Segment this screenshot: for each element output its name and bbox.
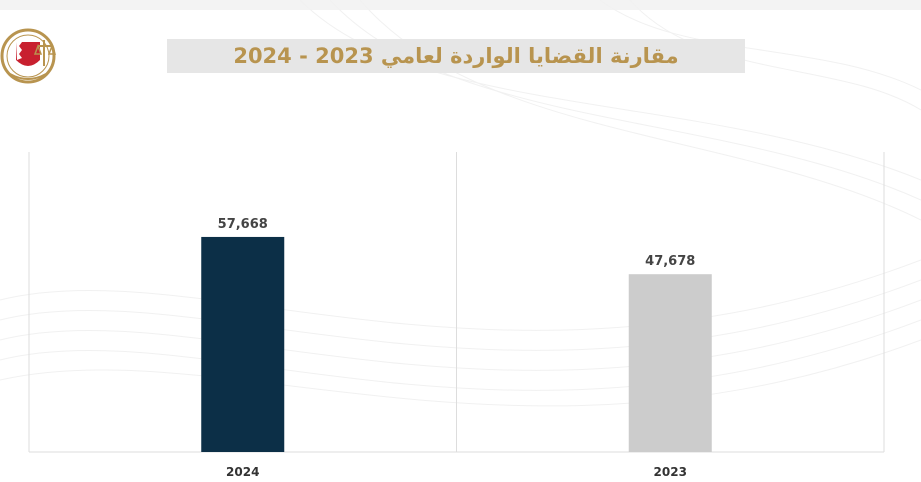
chart-frame (28, 152, 885, 453)
chart-labels: 57,668 2024 47,678 2023 (218, 217, 696, 479)
data-label-2023: 47,678 (645, 254, 695, 269)
emblem-icon (0, 28, 57, 84)
top-strip (0, 0, 921, 10)
bar-2024 (201, 236, 285, 452)
title-banner: مقارنة القضايا الواردة لعامي 2023 - 2024 (167, 39, 745, 73)
page-title: مقارنة القضايا الواردة لعامي 2023 - 2024 (233, 44, 679, 68)
category-label-2024: 2024 (226, 465, 259, 479)
category-label-2023: 2023 (654, 465, 687, 479)
chart-bars (201, 236, 712, 452)
emblem-logo (0, 20, 62, 90)
data-label-2024: 57,668 (218, 217, 268, 232)
bar-2023 (628, 274, 712, 452)
